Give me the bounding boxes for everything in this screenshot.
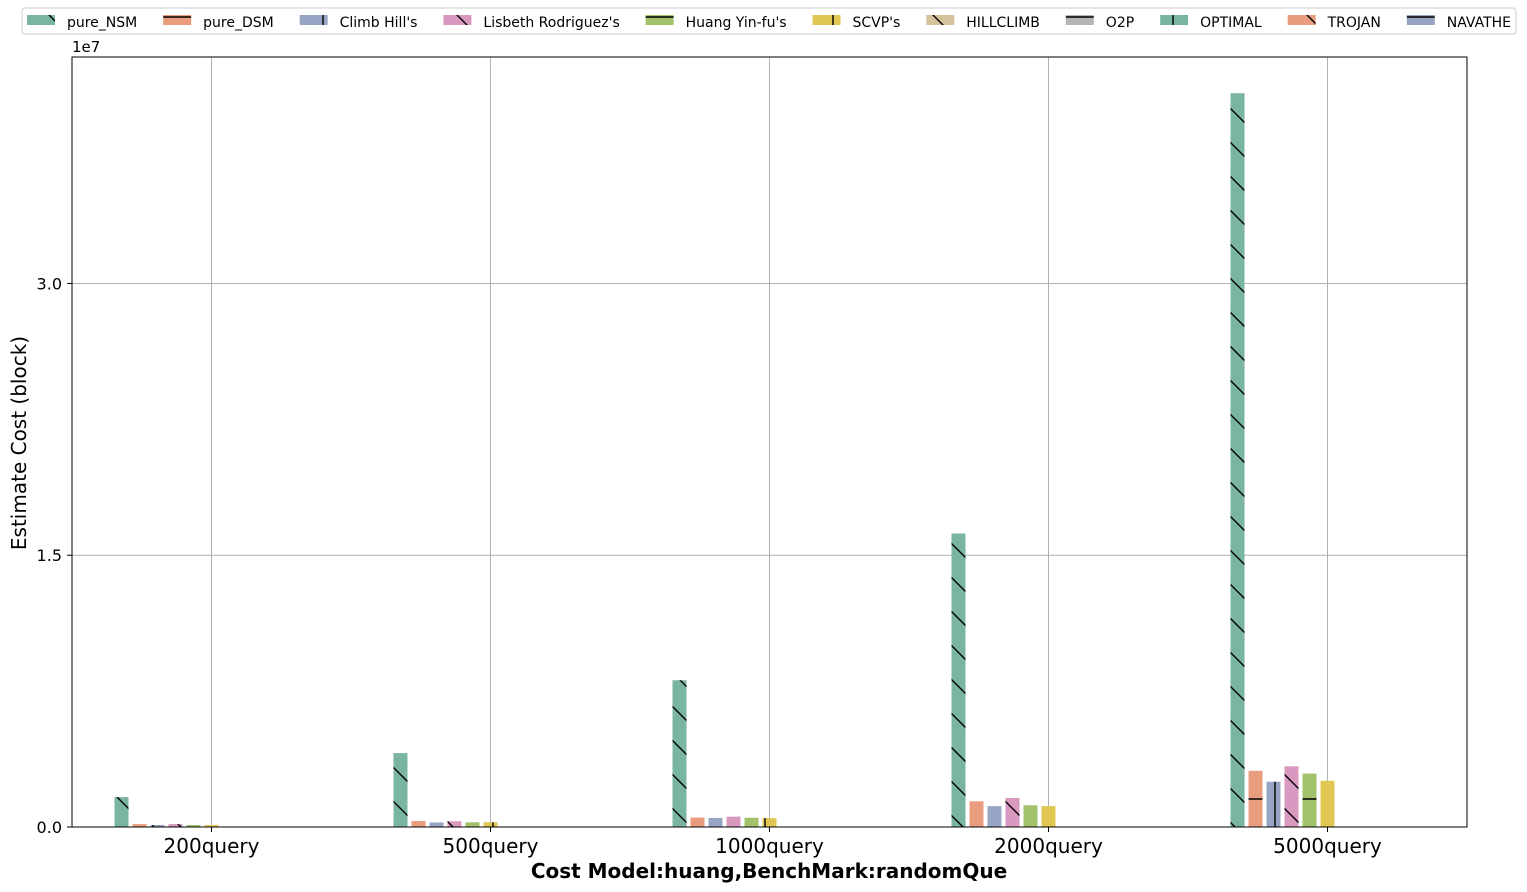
bar-pure-nsm-2000query (951, 533, 966, 827)
legend-item-hillclimb: HILLCLIMB (926, 15, 1040, 31)
legend: pure_NSM pure_DSM Climb Hill's Lisbeth Rodr… (21, 7, 1517, 35)
y-tick-label: 0.0 (37, 818, 62, 837)
bar-scvp-s-2000query (1041, 806, 1056, 827)
bar-lisbeth-rodriguez-s-500query (447, 821, 462, 827)
y-tick-label: 1.5 (37, 546, 62, 565)
bar-scvp-s-1000query (762, 818, 777, 827)
legend-swatch (27, 15, 55, 25)
legend-label: pure_NSM (67, 15, 137, 31)
bar-climb-hill-s-2000query (987, 806, 1002, 827)
x-tick-label: 500query (443, 834, 539, 858)
x-axis-label: Cost Model:huang,BenchMark:randomQue (531, 859, 1007, 883)
x-tick-label: 1000query (715, 834, 824, 858)
y-axis-offset-label: 1e7 (72, 38, 100, 56)
bar-pure-nsm-500query (393, 753, 408, 827)
legend-label: Climb Hill's (340, 15, 418, 31)
bar-scvp-s-200query (204, 825, 219, 827)
bar-huang-yin-fu-s-500query (465, 822, 480, 827)
bar-pure-dsm-200query (132, 824, 147, 827)
legend-swatch (1406, 15, 1435, 25)
legend-label: pure_DSM (203, 15, 274, 31)
bars (114, 93, 1335, 827)
legend-swatch (299, 15, 328, 25)
x-tick-label: 2000query (994, 834, 1103, 858)
legend-swatch (443, 15, 472, 25)
bar-huang-yin-fu-s-2000query (1023, 805, 1038, 827)
legend-item-scvp-s: SCVP's (812, 15, 901, 31)
bar-pure-nsm-5000query (1230, 93, 1245, 827)
bar-scvp-s-500query (483, 822, 498, 827)
grid (72, 57, 1467, 827)
legend-item-pure-nsm: pure_NSM (27, 15, 137, 31)
bar-climb-hill-s-1000query (708, 817, 723, 827)
legend-swatch (812, 15, 841, 25)
bar-pure-dsm-2000query (969, 801, 984, 827)
x-tick-label: 5000query (1273, 834, 1382, 858)
bar-lisbeth-rodriguez-s-2000query (1005, 798, 1020, 827)
y-axis-label: Estimate Cost (block) (7, 336, 31, 550)
bar-pure-dsm-1000query (690, 817, 705, 827)
legend-item-climb-hill-s: Climb Hill's (299, 15, 418, 31)
legend-frame (21, 7, 1517, 35)
bar-pure-nsm-200query (114, 797, 129, 827)
bar-huang-yin-fu-s-1000query (744, 817, 759, 827)
x-tick-label: 200query (164, 834, 260, 858)
legend-label: OPTIMAL (1200, 15, 1262, 31)
legend-swatch (926, 15, 955, 25)
bar-pure-nsm-1000query (672, 680, 687, 827)
legend-item-huang-yin-fu-s: Huang Yin-fu's (645, 15, 787, 31)
legend-swatch (1160, 15, 1189, 25)
legend-item-o2p: O2P (1065, 15, 1134, 31)
bar-pure-dsm-5000query (1248, 770, 1263, 827)
y-tick-label: 3.0 (37, 274, 62, 293)
legend-swatch (1065, 15, 1094, 25)
legend-swatch (1287, 15, 1316, 25)
bar-huang-yin-fu-s-5000query (1302, 773, 1317, 827)
legend-item-optimal: OPTIMAL (1160, 15, 1262, 31)
bar-climb-hill-s-500query (429, 822, 444, 827)
legend-label: SCVP's (853, 15, 901, 31)
bar-pure-dsm-500query (411, 821, 426, 827)
bar-scvp-s-5000query (1320, 780, 1335, 827)
bar-lisbeth-rodriguez-s-5000query (1284, 766, 1299, 827)
legend-label: Huang Yin-fu's (686, 15, 787, 31)
bar-huang-yin-fu-s-200query (186, 825, 201, 827)
bar-climb-hill-s-5000query (1266, 781, 1281, 827)
legend-item-pure-dsm: pure_DSM (163, 15, 274, 31)
legend-swatch (645, 15, 674, 25)
x-axis: 200query 500query 1000query 2000query 5000qu… (164, 827, 1382, 858)
bar-lisbeth-rodriguez-s-200query (168, 824, 183, 827)
legend-label: NAVATHE (1447, 15, 1511, 31)
legend-item-navathe: NAVATHE (1406, 15, 1511, 31)
legend-label: Lisbeth Rodriguez's (483, 15, 619, 31)
legend-label: O2P (1106, 15, 1134, 31)
legend-label: HILLCLIMB (966, 15, 1040, 31)
y-axis: 0.0 1.5 3.0 (37, 274, 72, 837)
bar-climb-hill-s-200query (150, 825, 165, 827)
legend-swatch (163, 15, 192, 25)
legend-item-lisbeth-rodriguez-s: Lisbeth Rodriguez's (443, 15, 620, 31)
legend-label: TROJAN (1327, 15, 1381, 31)
legend-item-trojan: TROJAN (1287, 15, 1381, 31)
bar-lisbeth-rodriguez-s-1000query (726, 816, 741, 827)
